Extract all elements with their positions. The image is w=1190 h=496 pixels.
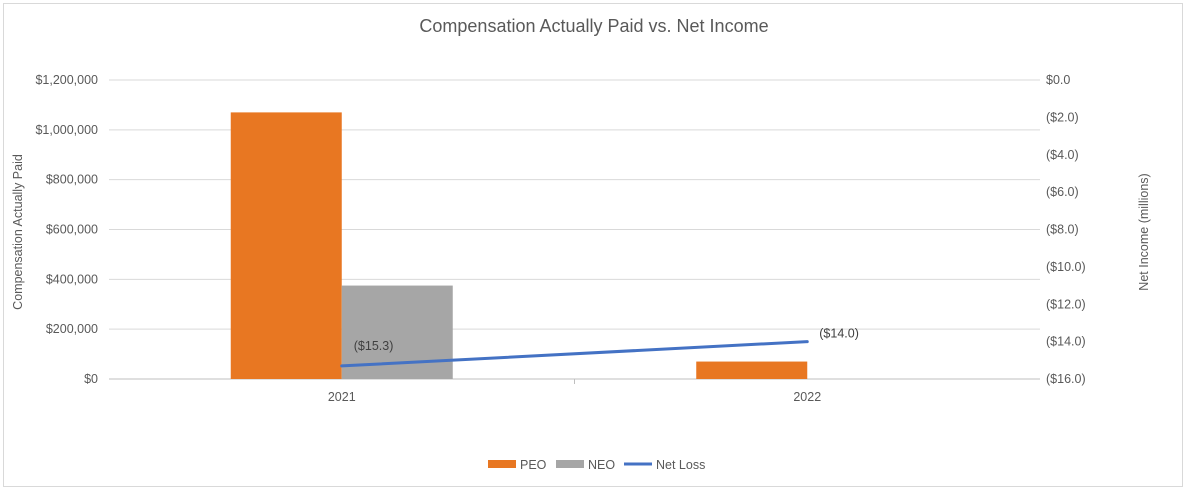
y2-tick-label: ($10.0): [1046, 260, 1086, 274]
y2-axis-title: Net Income (millions): [1137, 173, 1151, 290]
x-tick-label: 2021: [328, 390, 356, 404]
net-loss-line: ($15.3) ($14.0): [340, 327, 859, 368]
x-axis-ticks: 2021 2022: [328, 390, 821, 404]
chart-title: Compensation Actually Paid vs. Net Incom…: [419, 16, 768, 36]
chart-frame: Compensation Actually Paid vs. Net Incom…: [3, 3, 1183, 487]
legend-swatch-peo: [488, 460, 516, 468]
net-loss-series-line: [340, 340, 809, 368]
y2-axis-ticks: ($16.0) ($14.0) ($12.0) ($10.0) ($8.0) ($6.0)…: [1046, 73, 1086, 386]
legend: PEO NEO Net Loss: [488, 458, 705, 472]
legend-label: NEO: [588, 458, 615, 472]
y2-tick-label: ($16.0): [1046, 372, 1086, 386]
y2-tick-label: ($12.0): [1046, 297, 1086, 311]
legend-swatch-neo: [556, 460, 584, 468]
y-tick-label: $1,000,000: [35, 123, 98, 137]
y2-tick-label: ($14.0): [1046, 335, 1086, 349]
y-tick-label: $0: [84, 372, 98, 386]
legend-label: Net Loss: [656, 458, 705, 472]
bars: [230, 112, 808, 380]
bar-peo-2021: [230, 112, 342, 380]
x-tick-label: 2022: [793, 390, 821, 404]
net-loss-data-label: ($15.3): [354, 339, 394, 353]
y2-tick-label: ($2.0): [1046, 110, 1079, 124]
y-axis-title: Compensation Actually Paid: [11, 154, 25, 310]
legend-label: PEO: [520, 458, 547, 472]
y-axis-ticks: $0 $200,000 $400,000 $600,000 $800,000 $1,000…: [35, 73, 98, 386]
y-tick-label: $200,000: [46, 322, 98, 336]
y2-tick-label: ($8.0): [1046, 223, 1079, 237]
chart: Compensation Actually Paid vs. Net Incom…: [11, 16, 1151, 472]
bar-peo-2022: [696, 361, 808, 379]
y2-tick-label: ($6.0): [1046, 185, 1079, 199]
y-tick-label: $400,000: [46, 272, 98, 286]
y-tick-label: $600,000: [46, 223, 98, 237]
y-tick-label: $800,000: [46, 173, 98, 187]
net-loss-data-label: ($14.0): [819, 327, 859, 341]
y-tick-label: $1,200,000: [35, 73, 98, 87]
y2-tick-label: $0.0: [1046, 73, 1070, 87]
y2-tick-label: ($4.0): [1046, 148, 1079, 162]
